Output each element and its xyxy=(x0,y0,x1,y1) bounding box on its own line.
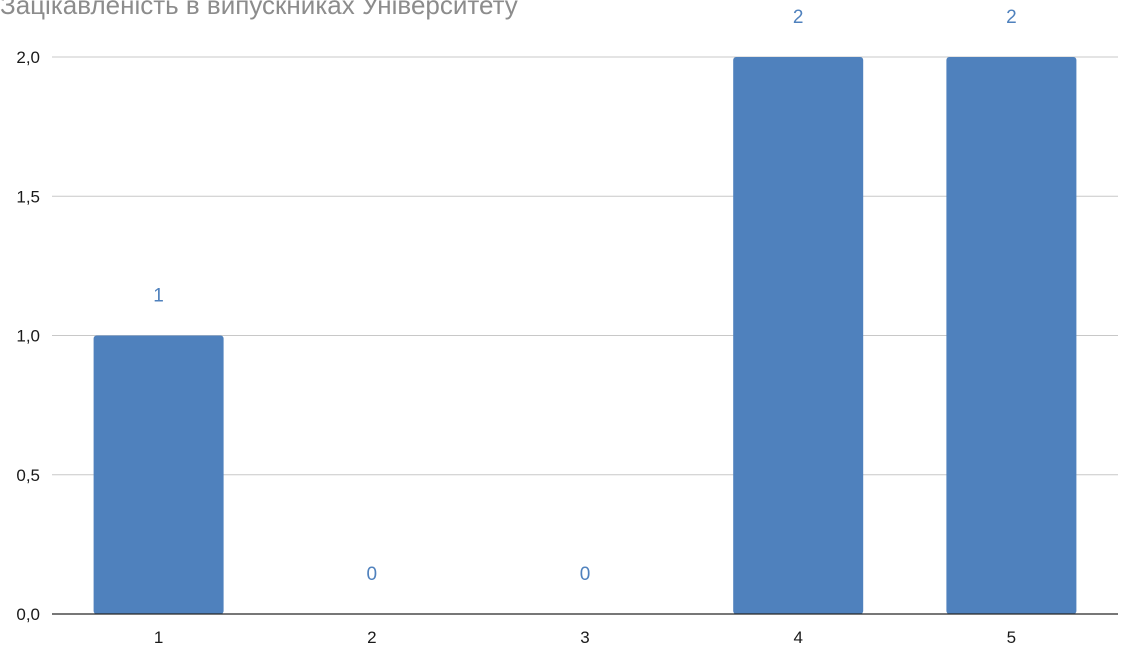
x-tick-label: 5 xyxy=(1007,628,1016,647)
y-tick-label: 2,0 xyxy=(16,48,40,67)
bars xyxy=(93,57,1077,614)
data-label: 2 xyxy=(1006,7,1017,28)
bar xyxy=(733,57,864,614)
data-label: 2 xyxy=(793,7,804,28)
data-label: 1 xyxy=(153,286,164,307)
y-tick-label: 1,0 xyxy=(16,327,40,346)
x-tick-label: 2 xyxy=(367,628,376,647)
y-tick-label: 0,5 xyxy=(16,466,40,485)
x-axis-ticks: 1 2 3 4 5 xyxy=(154,628,1016,647)
bar xyxy=(946,57,1077,614)
x-tick-label: 3 xyxy=(580,628,589,647)
y-tick-label: 1,5 xyxy=(16,187,40,206)
x-tick-label: 1 xyxy=(154,628,163,647)
bar xyxy=(93,335,224,614)
data-label: 0 xyxy=(580,564,591,585)
chart-title: Зацікавленість в випускниках Університет… xyxy=(0,0,518,20)
x-tick-label: 4 xyxy=(793,628,802,647)
y-axis-ticks: 0,0 0,5 1,0 1,5 2,0 xyxy=(16,48,40,624)
y-tick-label: 0,0 xyxy=(16,605,40,624)
data-labels: 1 0 0 2 2 xyxy=(153,7,1016,585)
gridlines xyxy=(52,56,1118,476)
data-label: 0 xyxy=(367,564,378,585)
